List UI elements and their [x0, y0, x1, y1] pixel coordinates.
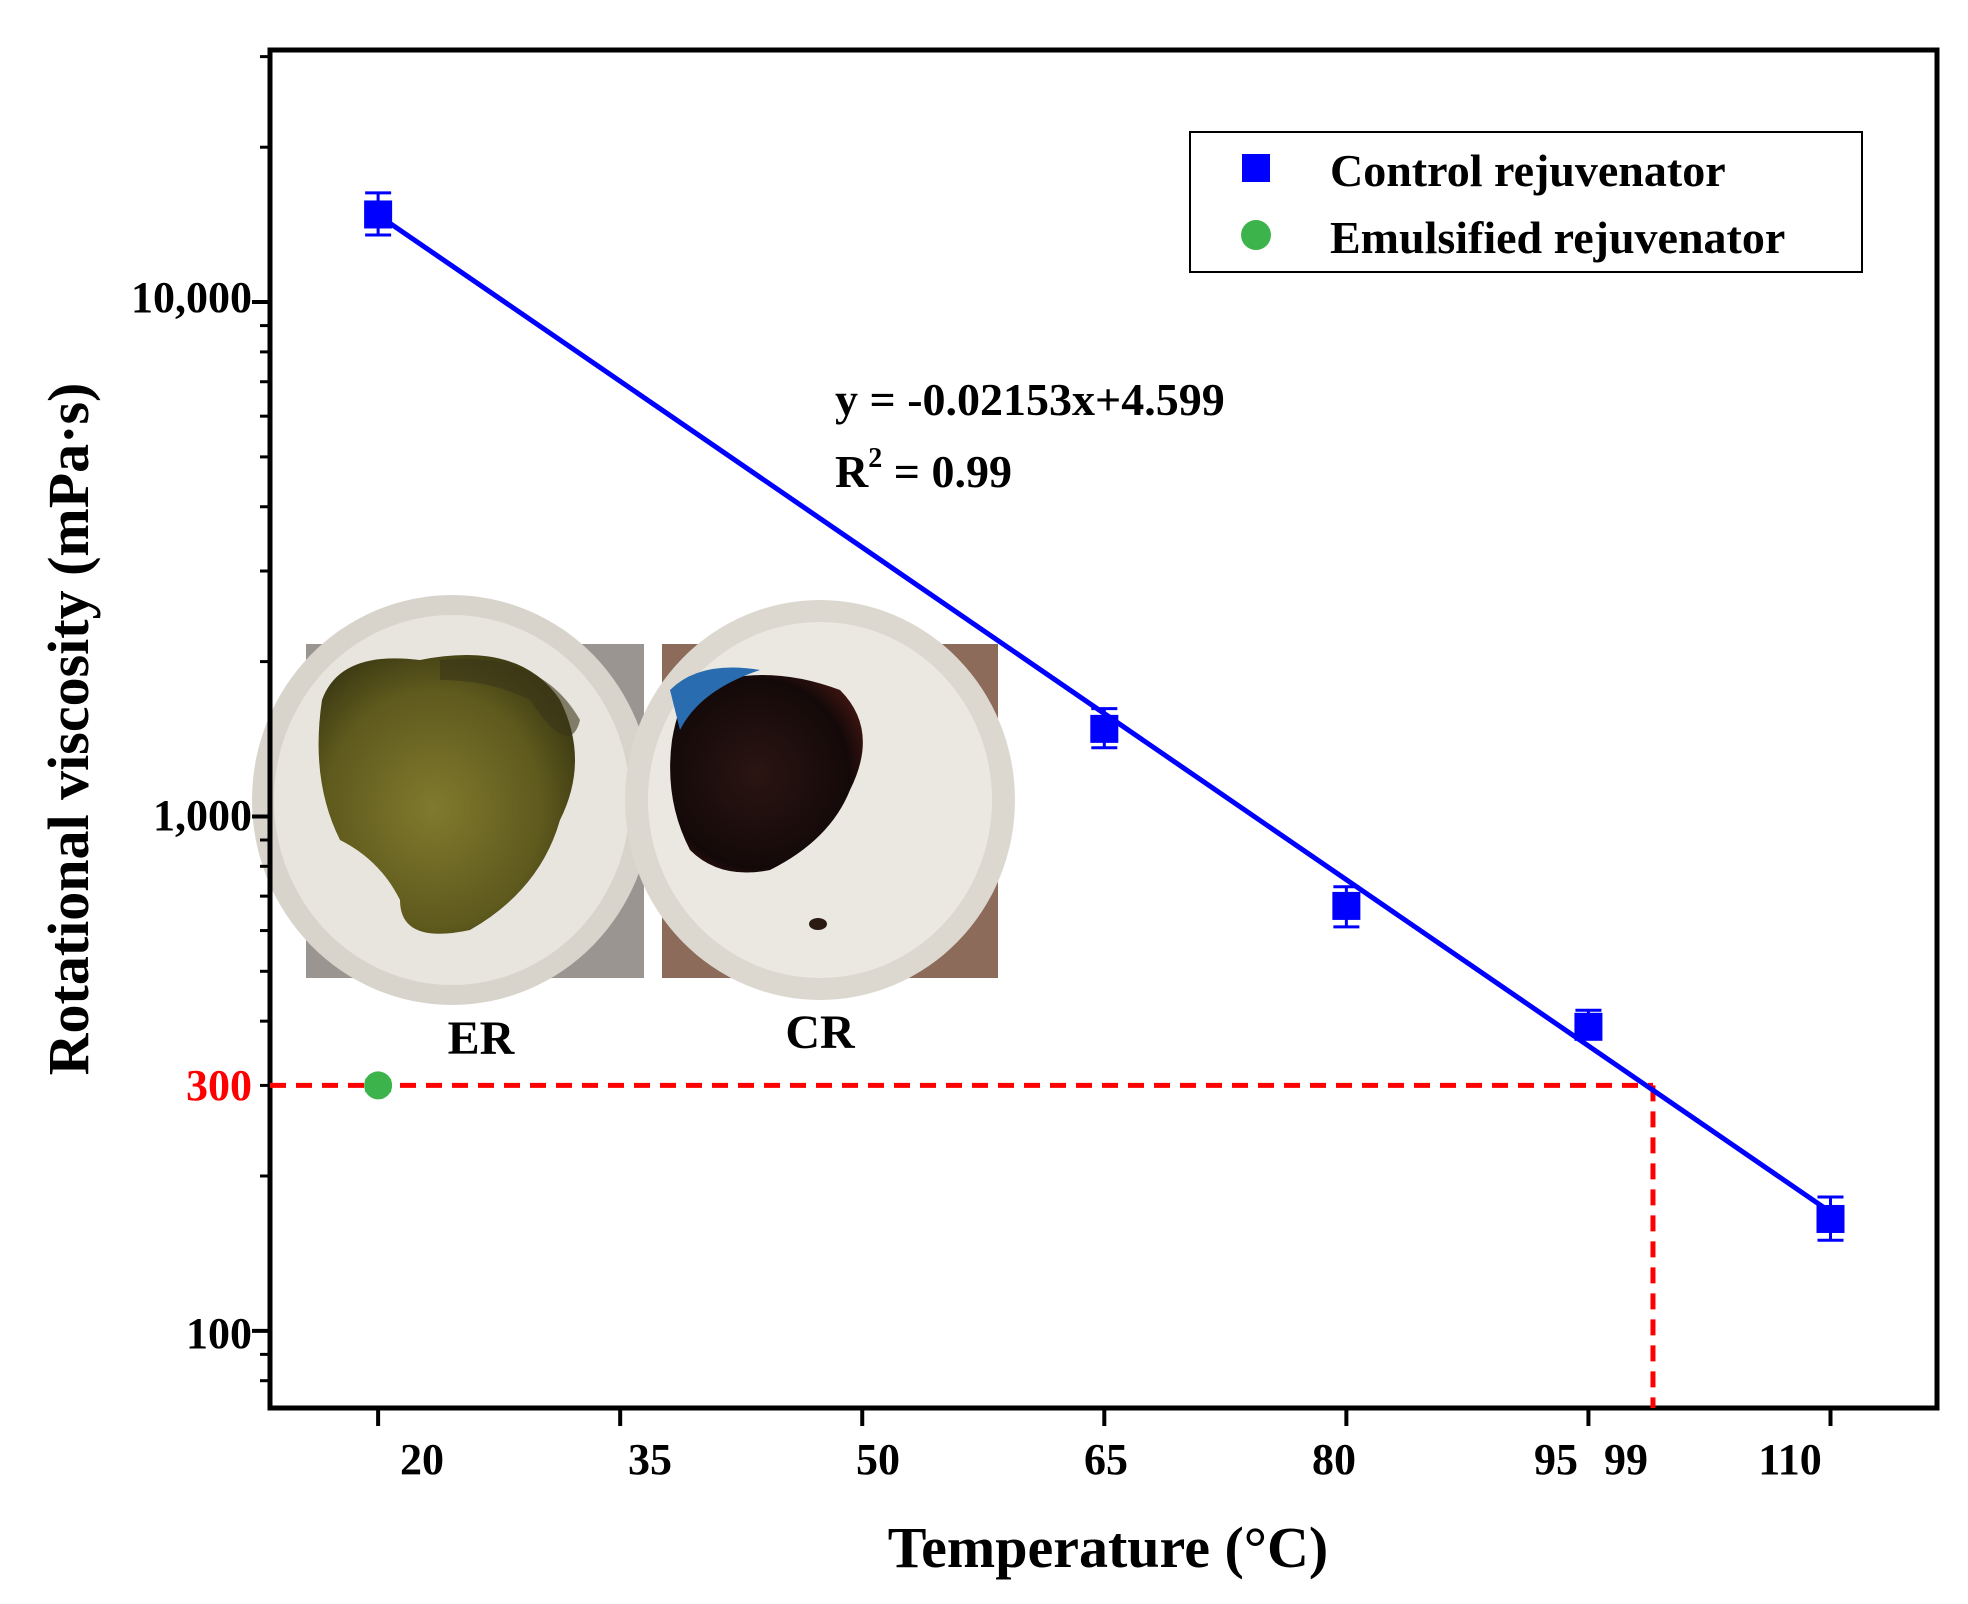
- x-tick-label-65: 65: [1084, 1435, 1128, 1484]
- fit-r-squared: R2 = 0.99: [835, 443, 1012, 497]
- x-tick-label-95: 95: [1534, 1435, 1578, 1484]
- x-tick-label-110: 110: [1758, 1435, 1822, 1484]
- x-tick-label-50: 50: [856, 1435, 900, 1484]
- control-rejuvenator-point-110: [1816, 1204, 1845, 1233]
- legend: Control rejuvenator Emulsified rejuvenat…: [1189, 131, 1863, 273]
- y-tick-label-300: 300: [186, 1061, 252, 1110]
- photo-label-cr: CR: [785, 1006, 856, 1059]
- x-tick-label-20: 20: [400, 1435, 444, 1484]
- er-photo: [252, 595, 652, 1005]
- photo-label-er: ER: [448, 1012, 516, 1065]
- control-rejuvenator-point-20: [364, 200, 393, 229]
- y-axis-title: Rotational viscosity (mPa·s): [36, 383, 101, 1076]
- legend-marker-control-rejuvenator: [1242, 154, 1270, 182]
- fit-r-squared-sup: 2: [868, 443, 882, 474]
- control-rejuvenator-point-65: [1090, 714, 1119, 743]
- y-tick-label-100: 100: [186, 1309, 252, 1358]
- legend-label-control-rejuvenator: Control rejuvenator: [1330, 145, 1726, 196]
- x-tick-label-80: 80: [1312, 1435, 1356, 1484]
- fit-r-squared-prefix: R: [835, 446, 869, 497]
- control-rejuvenator-point-95: [1574, 1012, 1603, 1041]
- cr-photo: [625, 600, 1015, 1000]
- fit-equation: y = -0.02153x+4.599: [835, 374, 1225, 425]
- legend-box: [1189, 131, 1863, 273]
- emulsified-rejuvenator-point-20: [364, 1071, 393, 1100]
- y-tick-label-1000: 1,000: [153, 791, 252, 840]
- x-tick-label-99: 99: [1604, 1435, 1648, 1484]
- x-axis-title: Temperature (°C): [888, 1515, 1328, 1580]
- x-tick-label-35: 35: [628, 1435, 672, 1484]
- legend-marker-emulsified-rejuvenator: [1241, 220, 1271, 250]
- fit-r-squared-suffix: = 0.99: [882, 446, 1012, 497]
- control-rejuvenator-point-80: [1332, 891, 1361, 920]
- y-tick-label-10000: 10,000: [131, 273, 252, 322]
- legend-label-emulsified-rejuvenator: Emulsified rejuvenator: [1330, 212, 1785, 263]
